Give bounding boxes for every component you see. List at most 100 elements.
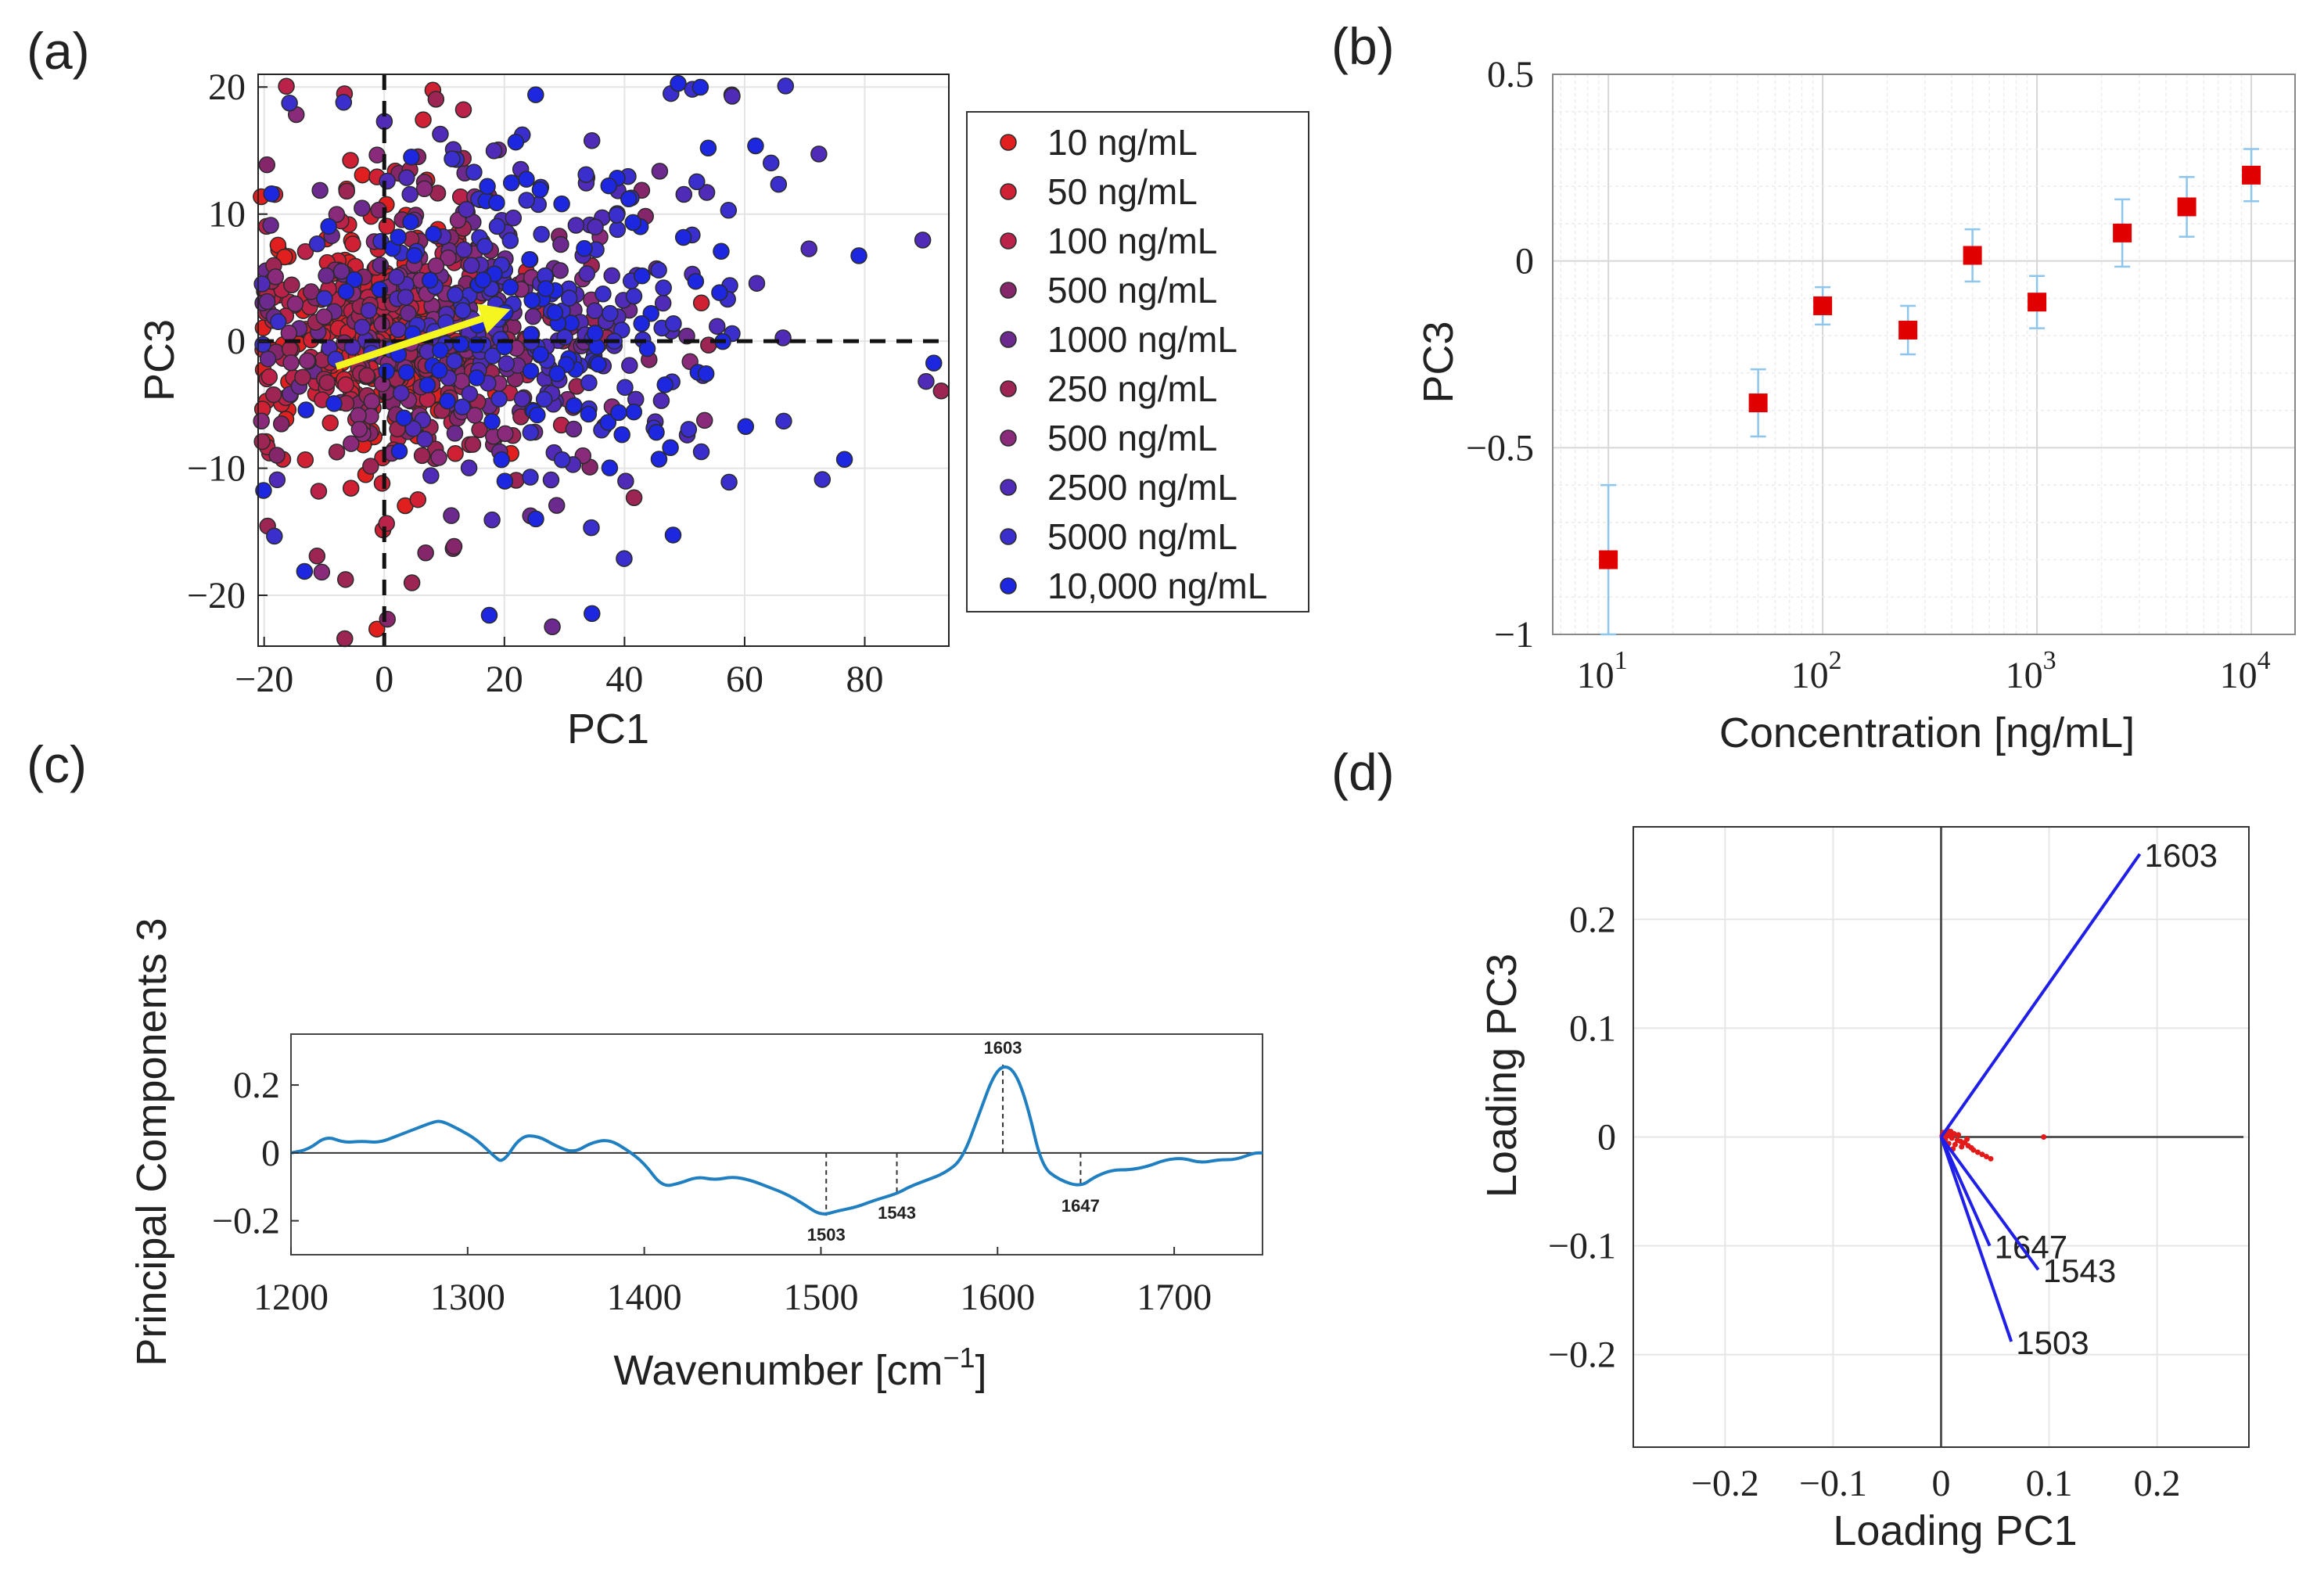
chart-a-point: [850, 247, 867, 264]
chart-a-point: [918, 372, 935, 390]
chart-a-point: [655, 279, 672, 296]
chart-a-point: [527, 510, 544, 528]
chart-a-point: [373, 475, 391, 492]
chart-a-point: [354, 199, 371, 217]
chart-a-point: [587, 218, 604, 235]
chart-b-x-axis-title: Concentration [ng/mL]: [1719, 709, 2135, 756]
chart-d-vector-label: 1543: [2043, 1252, 2116, 1289]
chart-a-point: [447, 444, 464, 462]
chart-a-point: [580, 405, 598, 423]
chart-a-point: [354, 166, 372, 184]
chart-a-legend-marker: [1000, 134, 1017, 151]
chart-a-scatter: −20 0 20 40 60 80 −20 −10 0 10 20 PC1 PC3 10 ng/mL…: [136, 66, 1309, 753]
chart-a-point: [460, 459, 478, 476]
chart-b-marker: [1599, 550, 1618, 569]
chart-a-point: [354, 318, 371, 336]
chart-a-point: [490, 390, 508, 408]
chart-a-point: [835, 451, 853, 469]
chart-a-point: [253, 412, 270, 429]
chart-a-point: [590, 355, 607, 373]
chart-c-x-tick-label: 1300: [430, 1277, 505, 1318]
chart-a-point: [336, 630, 354, 648]
chart-a-point: [720, 473, 738, 491]
chart-d-x-tick-label: 0: [1932, 1463, 1951, 1504]
chart-a-point: [402, 214, 419, 231]
panel-label-b: (b): [1331, 17, 1395, 75]
chart-a-point: [484, 347, 501, 365]
chart-a-point: [260, 368, 278, 386]
chart-a-point: [425, 225, 442, 242]
chart-a-legend-marker: [1000, 429, 1017, 447]
chart-a-point: [443, 507, 460, 524]
chart-a-point: [617, 472, 634, 490]
chart-a-point: [599, 414, 617, 431]
chart-d-x-tick-label: −0.1: [1799, 1463, 1867, 1504]
chart-a-point: [648, 423, 665, 441]
chart-a-point: [692, 443, 710, 461]
chart-a-point: [318, 374, 336, 391]
chart-a-point: [464, 436, 482, 453]
chart-a-point: [468, 369, 486, 386]
chart-d-y-tick-label: 0: [1597, 1117, 1616, 1159]
chart-b-x-tick-base: 10: [2006, 655, 2043, 696]
chart-a-point: [680, 421, 698, 438]
chart-a-legend-label: 1000 ng/mL: [1047, 319, 1237, 360]
chart-a-point: [687, 272, 705, 290]
chart-a-point: [810, 145, 828, 163]
chart-a-point: [253, 275, 271, 293]
chart-a-point: [583, 131, 601, 149]
chart-a-point: [311, 181, 329, 199]
chart-a-legend: 10 ng/mL 50 ng/mL 100 ng/mL 500 ng/mL 1000 n…: [966, 111, 1309, 612]
chart-a-point: [488, 194, 505, 211]
chart-a-point: [551, 262, 569, 279]
chart-a-point: [328, 444, 346, 461]
chart-a-point: [624, 214, 642, 232]
chart-a-point: [602, 304, 619, 322]
chart-b-marker: [1898, 320, 1918, 339]
chart-a-point: [458, 201, 475, 218]
chart-d-vector-label: 1503: [2016, 1324, 2089, 1361]
chart-a-point: [691, 78, 709, 96]
chart-a-point: [621, 357, 638, 374]
chart-a-legend-marker: [1000, 282, 1017, 299]
chart-a-point: [518, 171, 535, 188]
chart-d-frame: [1633, 826, 2250, 1448]
chart-a-point: [609, 221, 627, 239]
chart-b-markers: [1599, 165, 2261, 569]
chart-a-point: [583, 519, 600, 537]
chart-b-marker: [2177, 197, 2196, 217]
chart-a-point: [770, 175, 788, 193]
chart-a-point: [466, 407, 483, 424]
chart-a-point: [814, 471, 832, 488]
chart-a-point: [553, 195, 570, 213]
chart-b-y-axis-title: PC3: [1415, 321, 1462, 403]
chart-a-point: [328, 206, 346, 223]
chart-c-x-tick-label: 1400: [607, 1277, 682, 1318]
chart-a-point: [567, 217, 585, 234]
chart-a-point: [914, 232, 932, 249]
chart-a-point: [800, 240, 817, 257]
chart-a-point: [675, 185, 693, 203]
chart-a-x-tick-label: 20: [486, 659, 523, 700]
chart-a-point: [379, 172, 396, 190]
chart-a-point: [546, 304, 564, 322]
panel-label-d: (d): [1331, 743, 1395, 801]
chart-a-point: [537, 280, 555, 297]
chart-c-y-tick-label: 0.2: [233, 1065, 280, 1106]
chart-a-x-tick-label: 0: [375, 659, 393, 700]
chart-a-point: [308, 548, 326, 565]
chart-a-arrow: [335, 304, 511, 370]
chart-a-point: [362, 458, 379, 475]
chart-a-point: [373, 315, 390, 333]
chart-a-point: [720, 202, 738, 219]
chart-b-x-tick-label: 103: [2006, 646, 2056, 696]
chart-a-point: [608, 207, 626, 224]
chart-a-point: [415, 111, 432, 128]
chart-a-point: [461, 385, 479, 403]
chart-a-point: [476, 238, 494, 255]
chart-a-point: [713, 242, 730, 260]
chart-a-point: [403, 149, 420, 166]
chart-a-point: [561, 289, 578, 307]
chart-a-point: [266, 527, 283, 545]
